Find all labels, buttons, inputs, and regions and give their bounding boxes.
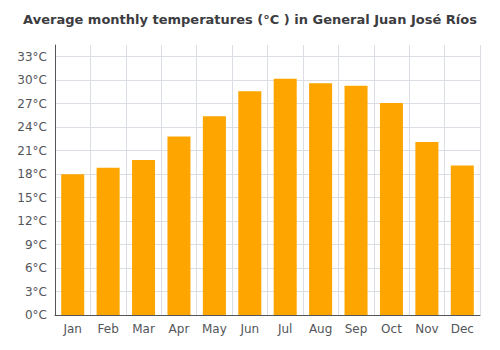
svg-text:Apr: Apr (169, 322, 190, 336)
svg-text:27°C: 27°C (17, 97, 47, 111)
svg-text:3°C: 3°C (25, 285, 47, 299)
svg-text:Average monthly temperatures (: Average monthly temperatures (°C ) in Ge… (23, 12, 477, 27)
svg-text:Sep: Sep (345, 322, 368, 336)
svg-text:6°C: 6°C (25, 261, 47, 275)
svg-text:Jun: Jun (239, 322, 259, 336)
svg-text:24°C: 24°C (17, 120, 47, 134)
svg-text:Feb: Feb (98, 322, 119, 336)
svg-text:Oct: Oct (381, 322, 402, 336)
svg-text:33°C: 33°C (17, 50, 47, 64)
svg-text:0°C: 0°C (25, 308, 47, 322)
svg-text:May: May (202, 322, 227, 336)
svg-text:9°C: 9°C (25, 238, 47, 252)
svg-text:Mar: Mar (132, 322, 155, 336)
svg-text:12°C: 12°C (17, 214, 47, 228)
svg-text:30°C: 30°C (17, 73, 47, 87)
svg-text:Dec: Dec (451, 322, 474, 336)
svg-text:Jul: Jul (277, 322, 292, 336)
svg-text:21°C: 21°C (17, 144, 47, 158)
svg-text:Jan: Jan (62, 322, 82, 336)
svg-text:Aug: Aug (309, 322, 332, 336)
svg-text:Nov: Nov (415, 322, 438, 336)
svg-text:18°C: 18°C (17, 167, 47, 181)
svg-text:15°C: 15°C (17, 191, 47, 205)
